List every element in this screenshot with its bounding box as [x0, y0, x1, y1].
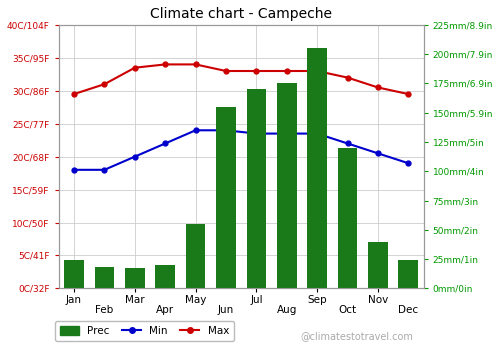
- Title: Climate chart - Campeche: Climate chart - Campeche: [150, 7, 332, 21]
- Bar: [216, 107, 236, 288]
- Bar: [125, 268, 144, 288]
- Bar: [186, 224, 206, 288]
- Bar: [338, 148, 357, 288]
- Bar: [368, 241, 388, 288]
- Text: @climatestotravel.com: @climatestotravel.com: [300, 331, 413, 341]
- Bar: [64, 260, 84, 288]
- Bar: [156, 265, 175, 288]
- Bar: [246, 89, 266, 288]
- Bar: [398, 260, 418, 288]
- Bar: [277, 83, 296, 288]
- Bar: [308, 48, 327, 288]
- Legend: Prec, Min, Max: Prec, Min, Max: [55, 321, 234, 341]
- Bar: [94, 267, 114, 288]
